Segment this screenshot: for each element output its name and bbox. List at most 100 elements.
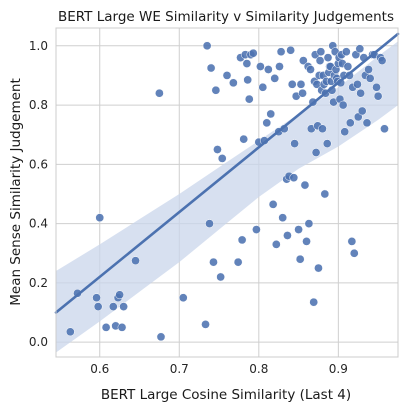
data-point xyxy=(341,47,351,57)
data-point xyxy=(252,225,261,234)
data-point xyxy=(65,327,75,337)
data-point xyxy=(266,109,276,119)
regression-line xyxy=(54,32,400,314)
data-point xyxy=(201,320,210,329)
chart-title: BERT Large WE Similarity v Similarity Ju… xyxy=(58,9,394,25)
data-point xyxy=(268,200,278,209)
data-point xyxy=(283,231,292,240)
y-tick-label: 0.4 xyxy=(29,217,48,231)
y-tick-label: 0.0 xyxy=(29,335,48,349)
y-tick-label: 0.2 xyxy=(29,276,48,290)
data-point xyxy=(355,44,365,54)
data-point xyxy=(237,235,247,245)
data-point xyxy=(343,62,353,71)
data-point xyxy=(287,79,297,89)
data-point xyxy=(156,332,166,342)
data-points xyxy=(65,41,389,342)
plot-border xyxy=(55,27,399,358)
data-point xyxy=(242,59,252,68)
data-point xyxy=(365,74,375,83)
data-point xyxy=(300,180,310,190)
y-tick-label: 1.0 xyxy=(29,39,48,53)
data-point xyxy=(278,213,288,223)
y-tick-label: 0.8 xyxy=(29,98,48,112)
y-axis-label: Mean Sense Similarity Judgement xyxy=(8,78,24,306)
data-point xyxy=(239,134,249,144)
data-point xyxy=(320,189,330,199)
data-point xyxy=(311,148,321,157)
data-point xyxy=(316,47,326,57)
data-point xyxy=(304,219,314,228)
data-point xyxy=(115,290,124,300)
data-point xyxy=(213,145,222,154)
data-point xyxy=(322,139,332,148)
data-point xyxy=(362,118,372,128)
data-point xyxy=(294,225,303,234)
x-axis-label: BERT Large Cosine Similarity (Last 4) xyxy=(101,387,351,403)
data-point xyxy=(119,302,128,311)
data-point xyxy=(155,88,164,98)
data-point xyxy=(349,248,359,258)
data-point xyxy=(357,106,367,116)
data-point xyxy=(306,65,315,74)
data-point xyxy=(290,139,299,148)
data-point xyxy=(380,124,389,134)
data-point xyxy=(295,254,305,264)
data-point xyxy=(309,297,319,307)
data-point xyxy=(101,323,111,332)
data-point xyxy=(92,293,101,303)
data-point xyxy=(364,65,373,74)
x-tick-label: 0.7 xyxy=(170,362,189,376)
data-point xyxy=(299,56,308,65)
data-point xyxy=(286,45,295,55)
data-point xyxy=(289,173,299,183)
confidence-band xyxy=(56,41,398,353)
data-point xyxy=(131,256,140,266)
data-point xyxy=(372,82,381,92)
data-point xyxy=(356,88,365,98)
data-point xyxy=(377,56,387,65)
data-point xyxy=(178,293,188,303)
data-point xyxy=(258,82,268,92)
data-point xyxy=(93,302,103,311)
x-tick-label: 0.8 xyxy=(249,362,268,376)
plot-area xyxy=(54,27,400,358)
data-point xyxy=(108,302,118,311)
data-point xyxy=(244,94,254,104)
data-point xyxy=(209,257,218,267)
data-point xyxy=(117,323,127,332)
data-point xyxy=(347,237,357,246)
y-tick-label: 0.6 xyxy=(29,157,48,171)
data-point xyxy=(205,219,214,228)
data-point xyxy=(298,88,307,98)
x-tick-label: 0.6 xyxy=(90,362,109,376)
data-point xyxy=(315,56,325,65)
data-point xyxy=(262,118,272,128)
data-point xyxy=(373,91,383,101)
data-point xyxy=(256,62,265,71)
data-point xyxy=(271,240,281,249)
data-point xyxy=(248,48,258,58)
data-point xyxy=(264,65,273,74)
data-point xyxy=(243,75,253,85)
data-point xyxy=(211,85,221,95)
data-point xyxy=(275,62,284,71)
data-point xyxy=(276,47,286,57)
data-point xyxy=(216,272,225,282)
data-point xyxy=(353,79,362,89)
data-point xyxy=(302,237,311,246)
data-point xyxy=(222,71,232,80)
data-point xyxy=(233,257,243,267)
data-point xyxy=(314,263,323,273)
data-point xyxy=(217,154,227,163)
data-point xyxy=(345,118,355,128)
data-point xyxy=(95,213,105,223)
data-point xyxy=(270,74,280,83)
data-point xyxy=(202,41,212,51)
data-point xyxy=(229,78,238,88)
data-point xyxy=(323,53,333,62)
data-point xyxy=(318,124,327,134)
data-point xyxy=(296,79,306,89)
